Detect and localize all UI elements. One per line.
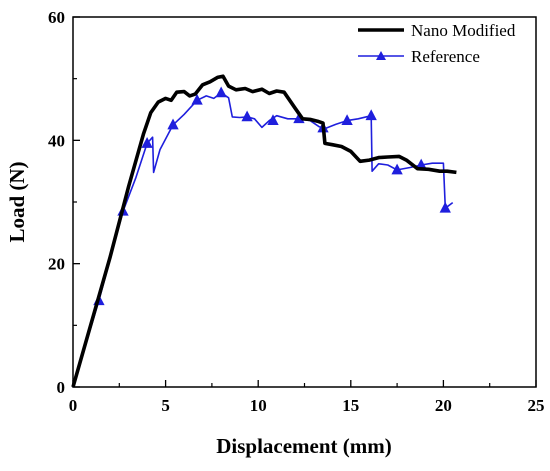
data-point-reference [141,137,153,148]
plot-frame [72,16,537,388]
series-line-nano-modified [71,74,457,388]
legend-label-nano-modified: Nano Modified [411,21,516,40]
series-line-reference [72,92,454,388]
x-tick-label: 5 [161,396,170,415]
x-tick-label: 25 [528,396,545,415]
data-point-reference [167,118,179,130]
legend-label-reference: Reference [411,47,480,66]
series-layer [71,74,457,388]
data-point-reference [391,163,403,175]
data-point-reference [365,109,377,121]
data-point-reference [267,114,279,125]
y-tick-label: 60 [48,8,65,27]
legend: Nano Modified Reference [358,21,516,66]
x-tick-label: 0 [69,396,78,415]
data-point-reference [241,110,253,122]
y-tick-label: 0 [57,378,66,397]
y-tick-label: 20 [48,255,65,274]
data-point-reference [215,86,227,98]
data-point-reference [191,93,203,105]
x-tick-label: 15 [342,396,359,415]
x-tick-label: 10 [250,396,267,415]
x-tick-label: 20 [435,396,452,415]
axis-tick-labels: 0 5 10 15 20 25 0 20 40 60 [48,8,545,415]
legend-marker-reference [376,51,386,60]
x-axis-title: Displacement (mm) [216,434,392,458]
y-axis-title: Load (N) [5,161,29,242]
data-point-reference [341,114,353,125]
data-point-reference [439,201,451,213]
axis-ticks [72,16,537,388]
y-tick-label: 40 [48,131,65,150]
